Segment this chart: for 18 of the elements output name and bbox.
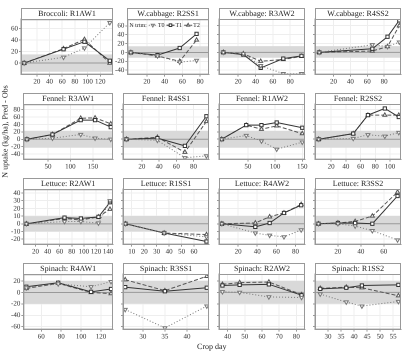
x-axis-title: Crop day: [197, 342, 227, 351]
chart-title: Spinach: R4AW1: [23, 263, 113, 276]
chart-title: Lettuce: R3SS2: [315, 178, 401, 190]
chart-title: Spinach: R1SS2: [315, 263, 401, 275]
chart-title: Lettuce: R2AW1: [23, 178, 113, 190]
chart-title: Fennel: R3AW1: [23, 93, 113, 106]
chart-title: Broccoli: R1AW1: [21, 8, 113, 20]
chart-title: W.cabbage: R4SS2: [315, 8, 401, 20]
chart-title: Fennel: R1AW2: [219, 93, 305, 105]
chart-title: W.cabbage: R2SS1: [127, 8, 209, 20]
chart-title: Spinach: R3SS1: [123, 263, 209, 275]
chart-title: Lettuce: R4AW2: [219, 178, 305, 190]
chart-title: W.cabbage: R3AW2: [219, 8, 305, 20]
chart-title: Lettuce: R1SS1: [123, 178, 209, 190]
chart-title: Fennel: R2SS2: [315, 93, 401, 105]
chart-title: Fennel: R4SS1: [123, 93, 209, 105]
y-axis-title: N uptake (kg/ha), Pred - Obs: [0, 85, 10, 178]
chart-title: Spinach: R2AW2: [219, 263, 305, 275]
